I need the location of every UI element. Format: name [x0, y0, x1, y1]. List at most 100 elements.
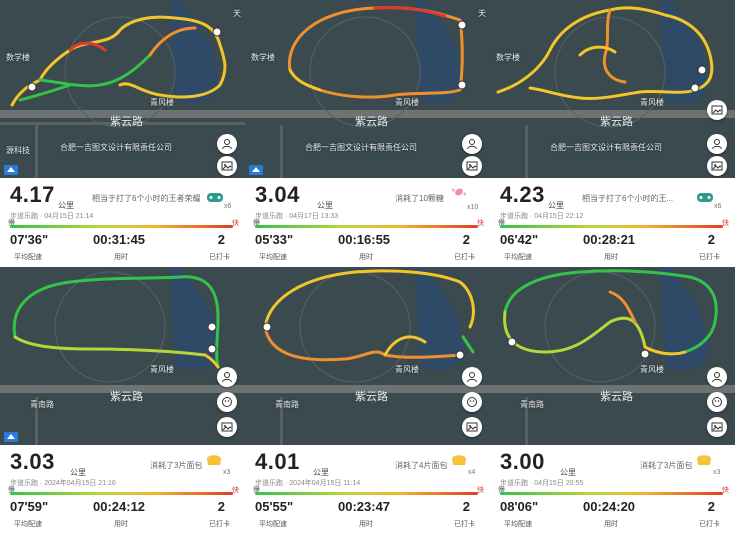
map-canvas: [245, 0, 490, 178]
road-label: 紫云路: [110, 116, 143, 128]
share-button[interactable]: [707, 156, 727, 176]
run-summary: 4.23 公里 相当于打了6个小时的王... x6 步道乐跑 · 04月15日 …: [490, 178, 735, 267]
route-map[interactable]: 数学楼 青风楼 天 紫云路 合肥一吉图文设计有限责任公司: [245, 0, 490, 178]
bread-icon: [697, 455, 711, 465]
road-label: 紫云路: [355, 391, 388, 403]
run-date: 步道乐跑 · 2024年04月15日 11:14: [255, 480, 361, 487]
candy-icon: [452, 188, 466, 196]
run-date: 步道乐跑 · 04月15日 22:12: [500, 213, 584, 220]
fast-label: 快: [232, 220, 239, 227]
slow-label: 慢: [8, 220, 15, 227]
run-record-card[interactable]: 青风楼 紫云路 青南路 4.01 公里 消耗了4片面包 x4 步道乐跑 · 20…: [245, 267, 490, 534]
distance-value: 4.01: [255, 449, 300, 474]
running-route: [12, 275, 220, 369]
map-canvas: [0, 0, 245, 178]
run-summary: 4.17 公里 相当于打了6个小时的王者荣耀 x6 步道乐跑 · 04月15日 …: [0, 178, 245, 267]
fast-label: 快: [722, 487, 729, 494]
slow-label: 慢: [253, 487, 260, 494]
road-label: 紫云路: [600, 391, 633, 403]
pace-label: 平均配速: [14, 521, 42, 528]
checkin-label: 已打卡: [699, 521, 720, 528]
sticker-button[interactable]: [462, 392, 482, 412]
pace-gradient-bar: [500, 225, 723, 228]
user-location-button[interactable]: [217, 367, 237, 387]
photo-share-icon: [221, 161, 233, 171]
fast-label: 快: [477, 487, 484, 494]
checkin-label: 已打卡: [209, 254, 230, 261]
user-location-button[interactable]: [707, 367, 727, 387]
map-layer-button[interactable]: [462, 134, 482, 154]
running-route: [263, 269, 475, 362]
run-record-card[interactable]: 数学楼 青风楼 天 紫云路 合肥一吉图文设计有限责任公司 3.04 公里 消耗了…: [245, 0, 490, 267]
map-canvas: [490, 0, 735, 178]
sticker-button[interactable]: [217, 392, 237, 412]
pace-gradient-bar: [10, 492, 233, 495]
share-button[interactable]: [217, 156, 237, 176]
checkin-value: 2: [217, 499, 225, 514]
pace-value: 07'59": [10, 499, 49, 514]
run-summary: 3.04 公里 消耗了10颗糖 x10 步道乐跑 · 04月17日 13:33 …: [245, 178, 490, 267]
map-label-building: 数学楼: [251, 53, 275, 62]
run-summary: 3.03 公里 消耗了3片面包 x3 步道乐跑 · 2024年04月15日 21…: [0, 445, 245, 534]
route-map[interactable]: 青风楼 紫云路 青南路: [245, 267, 490, 445]
route-map[interactable]: 青风楼 紫云路 青南路: [0, 267, 245, 445]
map-label-building: 数学楼: [6, 53, 30, 62]
duration-label: 用时: [114, 521, 128, 528]
user-location-button[interactable]: [462, 367, 482, 387]
pace-label: 平均配速: [259, 521, 287, 528]
duration-value: 00:31:45: [93, 232, 146, 247]
fast-label: 快: [232, 487, 239, 494]
map-layer-button[interactable]: [707, 100, 727, 120]
run-record-card[interactable]: 数学楼 青风楼 天 紫云路 合肥一吉图文设计有限责任公司 源科技 4.17 公里…: [0, 0, 245, 267]
photo-share-icon: [711, 161, 723, 171]
slow-label: 慢: [498, 487, 505, 494]
share-button[interactable]: [462, 156, 482, 176]
map-label-building: 青风楼: [395, 365, 419, 374]
run-record-card[interactable]: 青风楼 紫云路 青南路 3.00 公里 消耗了3片面包 x3 步道乐跑 · 04…: [490, 267, 735, 534]
pace-label: 平均配速: [504, 254, 532, 261]
run-record-card[interactable]: 青风楼 紫云路 青南路 3.03 公里 消耗了3片面包 x3 步道乐跑 · 20…: [0, 267, 245, 534]
map-label-road: 青南路: [520, 400, 544, 409]
route-map[interactable]: 数学楼 青风楼 天 紫云路 合肥一吉图文设计有限责任公司 源科技: [0, 0, 245, 178]
map-canvas: [0, 267, 245, 445]
map-label-road: 青南路: [30, 400, 54, 409]
multiplier: x10: [467, 204, 479, 211]
distance-value: 3.04: [255, 182, 300, 207]
user-location-button[interactable]: [707, 134, 727, 154]
sticker-icon: [467, 397, 477, 407]
pace-value: 08'06": [500, 499, 539, 514]
sticker-button[interactable]: [707, 392, 727, 412]
share-button[interactable]: [707, 417, 727, 437]
map-label-building: 青风楼: [395, 98, 419, 107]
user-pin-icon: [222, 139, 232, 150]
fun-fact-text: 消耗了10颗糖: [395, 194, 444, 203]
run-record-card[interactable]: 数学楼 青风楼 紫云路 合肥一吉图文设计有限责任公司 4.23 公里 相当于打了…: [490, 0, 735, 267]
slow-label: 慢: [253, 220, 260, 227]
user-pin-icon: [222, 372, 232, 383]
slow-label: 慢: [8, 487, 15, 494]
photo-share-icon: [466, 422, 478, 432]
fun-fact-text: 相当于打了6个小时的王者荣耀: [92, 194, 201, 203]
fun-fact-text: 消耗了3片面包: [640, 461, 693, 470]
pace-value: 05'33": [255, 232, 294, 247]
pace-gradient-bar: [255, 492, 478, 495]
gamepad-icon: [697, 193, 713, 202]
route-map[interactable]: 数学楼 青风楼 紫云路 合肥一吉图文设计有限责任公司: [490, 0, 735, 178]
route-map[interactable]: 青风楼 紫云路 青南路: [490, 267, 735, 445]
checkin-value: 2: [707, 232, 715, 247]
fast-label: 快: [477, 220, 484, 227]
sticker-icon: [222, 397, 232, 407]
checkin-value: 2: [707, 499, 715, 514]
pace-gradient-bar: [255, 225, 478, 228]
share-button[interactable]: [462, 417, 482, 437]
pace-value: 06'42": [500, 232, 539, 247]
map-label-road: 青南路: [275, 400, 299, 409]
duration-label: 用时: [359, 254, 373, 261]
slow-label: 慢: [498, 220, 505, 227]
checkin-label: 已打卡: [454, 254, 475, 261]
app-logo-icon: [4, 432, 18, 442]
gamepad-icon: [207, 193, 223, 202]
share-button[interactable]: [217, 417, 237, 437]
map-layer-button[interactable]: [217, 134, 237, 154]
